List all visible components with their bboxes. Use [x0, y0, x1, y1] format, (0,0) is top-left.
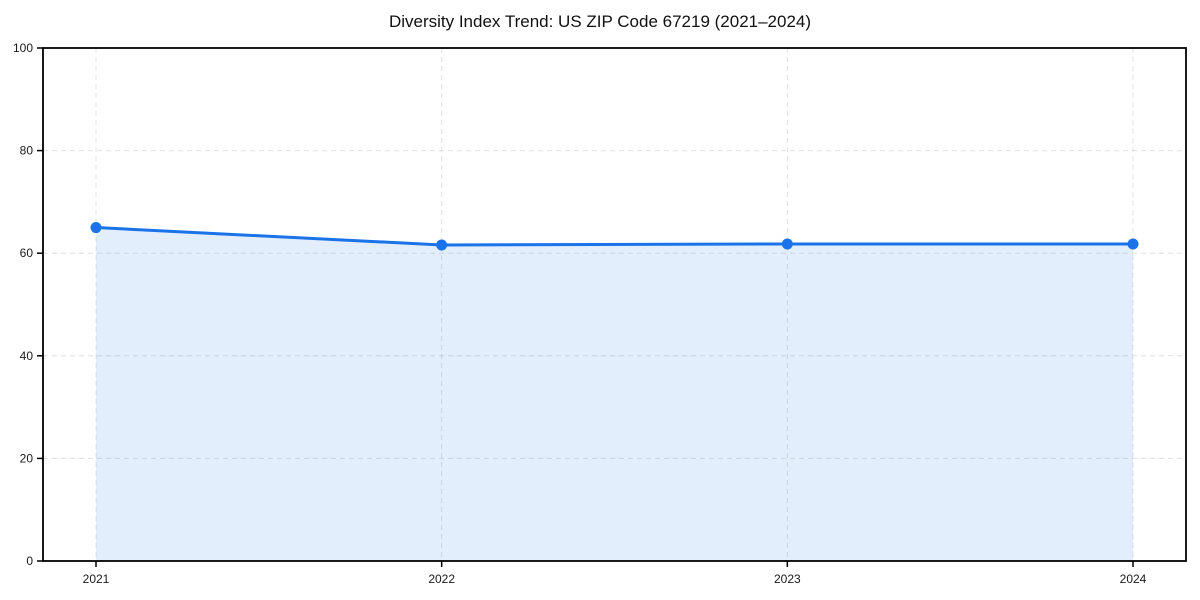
series-line [94, 226, 1135, 247]
x-tick-label: 2024 [1120, 572, 1147, 586]
x-tick-label: 2023 [774, 572, 801, 586]
data-point [436, 239, 448, 251]
area-fill [96, 227, 1133, 562]
y-tick-label: 80 [20, 144, 34, 158]
chart-title: Diversity Index Trend: US ZIP Code 67219… [388, 12, 812, 31]
data-point [90, 222, 102, 234]
y-tick-label: 60 [20, 246, 34, 260]
y-tick-label: 20 [20, 451, 34, 465]
trend-line [94, 226, 1135, 247]
axes-box [42, 47, 1187, 562]
data-point [781, 238, 793, 250]
tick-labels: 0 20 40 60 80 100 2021 2022 2023 2024 [13, 41, 1147, 586]
x-tick-label: 2022 [428, 572, 455, 586]
plot-border [42, 47, 1187, 562]
area-under-line [96, 227, 1133, 562]
y-tick-label: 0 [26, 554, 33, 568]
y-tick-label: 40 [20, 349, 34, 363]
gridlines [43, 48, 1186, 561]
tick-marks [37, 47, 1134, 567]
data-points [90, 222, 1139, 251]
x-tick-label: 2021 [83, 572, 110, 586]
y-tick-label: 100 [13, 41, 33, 55]
data-point [1127, 238, 1139, 250]
